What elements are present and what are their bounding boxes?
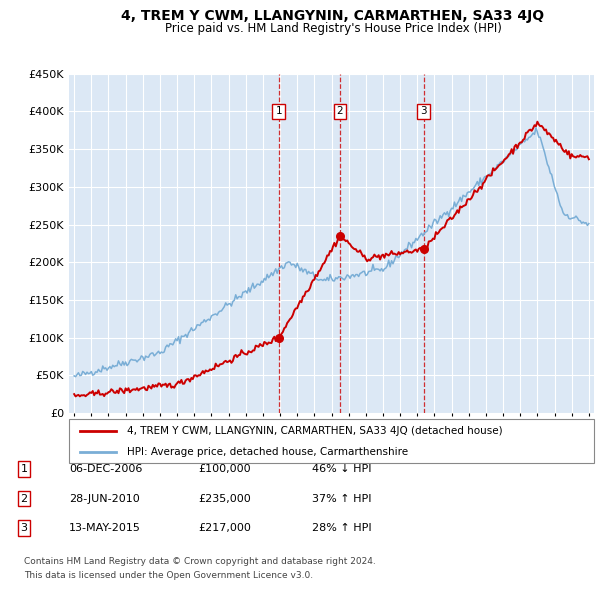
Text: 13-MAY-2015: 13-MAY-2015 <box>69 523 141 533</box>
Text: This data is licensed under the Open Government Licence v3.0.: This data is licensed under the Open Gov… <box>24 571 313 580</box>
Text: 46% ↓ HPI: 46% ↓ HPI <box>312 464 371 474</box>
Text: 4, TREM Y CWM, LLANGYNIN, CARMARTHEN, SA33 4JQ (detached house): 4, TREM Y CWM, LLANGYNIN, CARMARTHEN, SA… <box>127 426 502 436</box>
Text: 1: 1 <box>20 464 28 474</box>
Text: 4, TREM Y CWM, LLANGYNIN, CARMARTHEN, SA33 4JQ: 4, TREM Y CWM, LLANGYNIN, CARMARTHEN, SA… <box>121 9 545 23</box>
Text: 37% ↑ HPI: 37% ↑ HPI <box>312 494 371 503</box>
Text: 06-DEC-2006: 06-DEC-2006 <box>69 464 142 474</box>
Text: 2: 2 <box>337 106 343 116</box>
Text: Price paid vs. HM Land Registry's House Price Index (HPI): Price paid vs. HM Land Registry's House … <box>164 22 502 35</box>
Text: 1: 1 <box>275 106 282 116</box>
Text: £217,000: £217,000 <box>198 523 251 533</box>
FancyBboxPatch shape <box>69 419 594 463</box>
Text: Contains HM Land Registry data © Crown copyright and database right 2024.: Contains HM Land Registry data © Crown c… <box>24 557 376 566</box>
Text: 28-JUN-2010: 28-JUN-2010 <box>69 494 140 503</box>
Text: £100,000: £100,000 <box>198 464 251 474</box>
Text: 28% ↑ HPI: 28% ↑ HPI <box>312 523 371 533</box>
Text: 2: 2 <box>20 494 28 503</box>
Text: HPI: Average price, detached house, Carmarthenshire: HPI: Average price, detached house, Carm… <box>127 447 408 457</box>
Text: 3: 3 <box>421 106 427 116</box>
Text: £235,000: £235,000 <box>198 494 251 503</box>
Text: 3: 3 <box>20 523 28 533</box>
